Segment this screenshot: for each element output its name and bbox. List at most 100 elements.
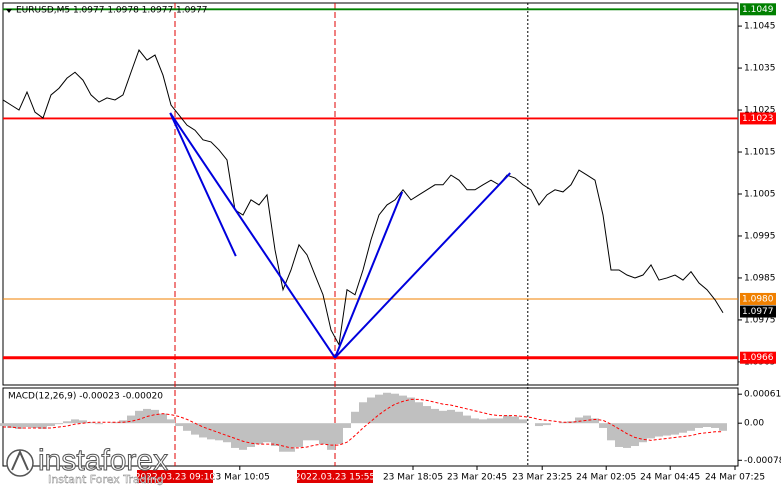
main-panel [2,2,739,386]
level-label-bg [740,351,776,364]
y-tick-label: 0.00061 [744,390,781,400]
macd-bar [127,415,135,424]
macd-bar [439,410,447,424]
macd-bar [583,415,591,424]
macd-bar [215,423,223,441]
macd-bar [319,423,327,445]
y-tick-label: 1.1035 [744,64,776,74]
chart-title: EURUSD,M5 1.0977 1.0978 1.0977 1.0977 [16,6,208,16]
macd-bar [423,406,431,424]
macd-bar [71,419,79,424]
macd-bar [247,423,255,447]
macd-bar [495,418,503,424]
macd-bar [23,423,31,427]
macd-bar [311,423,319,441]
y-tick-label: 1.0995 [744,231,776,241]
macd-bar [31,423,39,428]
y-tick-label: 1.1005 [744,190,776,200]
macd-bar [623,423,631,448]
macd-title: MACD(12,26,9) -0.00023 -0.00020 [8,392,163,402]
y-tick-label: 1.1045 [744,22,776,32]
level-label: 1.0966 [742,353,774,363]
macd-bar [231,423,239,448]
macd-bar [7,423,15,428]
x-tick-label: 24 Mar 07:25 [705,473,765,483]
macd-bar [599,423,607,428]
macd-bar [559,422,567,424]
crosshair-label: 2022.03.23 15:55 [295,473,375,483]
macd-bar [543,423,551,426]
macd-bar [191,423,199,435]
macd-bar [463,415,471,424]
level-label-bg [740,112,776,125]
macd-bar [343,423,351,428]
current-price-bg [740,305,776,318]
macd-bar [383,392,391,424]
macd-bar [351,411,359,424]
trend-line [334,172,511,359]
macd-bar [615,423,623,447]
macd-bar [295,423,303,447]
macd-bar [719,423,727,431]
macd-bar [151,409,159,424]
macd-bar [271,423,279,447]
trend-line [334,191,404,359]
macd-bar [687,423,695,431]
macd-bar [47,423,55,427]
x-tick-label: 23 Mar 23:25 [512,473,572,483]
x-tick-label: 23 Mar 20:45 [447,473,507,483]
macd-bar [671,423,679,435]
watermark: instaforex Instant Forex Trading [6,443,169,486]
macd-bar [135,410,143,424]
macd-bar [575,417,583,424]
macd-bar [655,423,663,437]
level-label-bg [740,292,776,305]
crosshair-label-bg [297,470,373,483]
macd-bar [631,423,639,447]
price-line [2,49,724,347]
macd-bar [359,402,367,424]
macd-bar [255,423,263,445]
macd-bar [327,423,335,450]
macd-bar [535,423,543,427]
logo-mark [11,449,29,471]
macd-bar [239,423,247,450]
x-tick-label: 23 Mar 10:05 [210,473,270,483]
macd-bar [695,423,703,428]
macd-bar [471,418,479,424]
crosshair-label-bg [137,470,213,483]
macd-bar [639,423,647,443]
macd-bar [175,423,183,427]
macd-bar [263,423,271,443]
macd-bar [663,423,671,436]
y-tick-label: 1.1015 [744,148,776,158]
macd-bar [711,423,719,428]
macd-bar [167,419,175,424]
macd-bar [399,395,407,424]
macd-bar [703,423,711,427]
macd-bar [199,423,207,438]
macd-bar [303,423,311,441]
y-tick-label: -0.00078 [744,456,781,466]
macd-bar [679,423,687,433]
trend-line [169,112,336,359]
macd-bar [287,423,295,452]
macd-bar [479,419,487,424]
level-label-bg [740,3,776,16]
macd-bar [0,423,7,427]
macd-bar [207,423,215,440]
macd-bar [183,423,191,431]
macd-bar [223,423,231,443]
macd-bar [647,423,655,439]
macd-bar [335,423,343,445]
y-tick-label: 1.0985 [744,273,776,283]
macd-bar [591,418,599,424]
macd-bar [407,397,415,424]
macd-bar [39,423,47,429]
macd-signal [3,398,723,449]
macd-bar [15,423,23,429]
watermark-tagline: Instant Forex Trading [48,473,164,486]
macd-bar [455,411,463,424]
macd-bar [391,393,399,424]
y-tick-label: 1.0975 [744,315,776,325]
